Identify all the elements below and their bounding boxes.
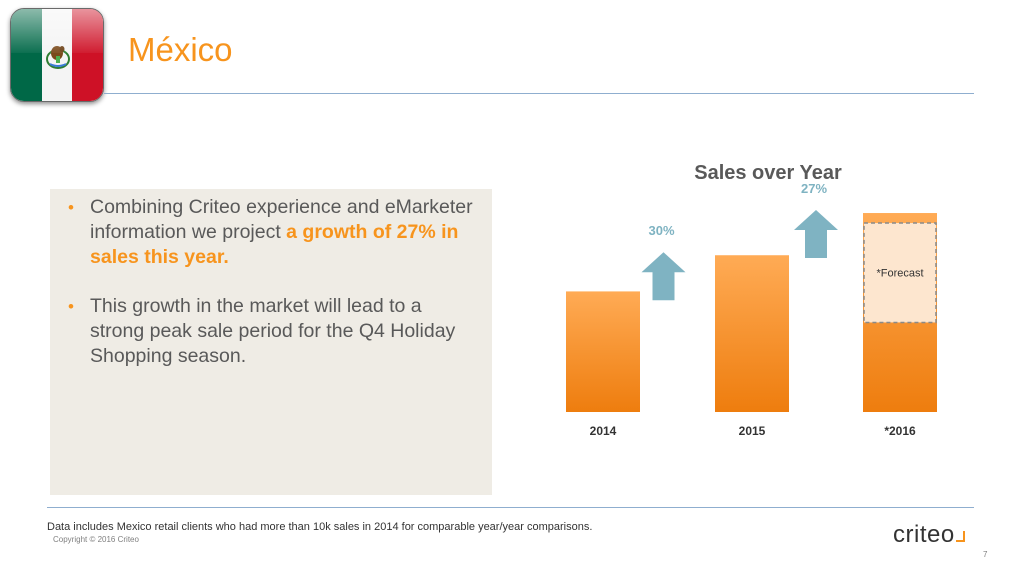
x-tick-label: 2014 [590, 424, 617, 438]
bullet-text: This growth in the market will lead to a… [90, 295, 456, 367]
growth-label: 27% [801, 181, 827, 196]
logo-text: criteo [893, 521, 955, 548]
forecast-label: *Forecast [876, 268, 923, 280]
bullet-marker: • [68, 297, 74, 316]
x-tick-label: 2015 [739, 424, 766, 438]
bullet-marker: • [68, 198, 74, 217]
bar-2014 [566, 291, 640, 412]
forecast-region [863, 222, 937, 324]
flag-gloss [11, 9, 103, 54]
bar-2015 [715, 255, 789, 412]
bullet-highlight: a growth of 27% in sales this year. [90, 221, 459, 268]
criteo-logo: criteo [893, 522, 965, 548]
growth-arrow-icon [794, 210, 838, 259]
bullet-list: • Combining Criteo experience and eMarke… [68, 195, 478, 393]
page-number: 7 [983, 550, 988, 559]
summary-panel: • Combining Criteo experience and eMarke… [50, 189, 492, 495]
bullet-item: • Combining Criteo experience and eMarke… [68, 195, 478, 270]
x-tick-label: *2016 [884, 424, 916, 438]
page-title: México [128, 31, 233, 68]
bullet-item: • This growth in the market will lead to… [68, 294, 478, 369]
sales-chart: Sales over Year 2014 2015 *2016 *Forecast 30… [566, 162, 937, 438]
growth-label: 30% [648, 223, 674, 238]
footer-divider [47, 507, 974, 508]
bullet-text: Combining Criteo experience and eMarkete… [90, 196, 473, 243]
copyright: Copyright © 2016 Criteo [53, 535, 139, 544]
chart-title: Sales over Year [694, 162, 842, 184]
growth-arrow-icon [641, 252, 686, 301]
mexico-flag-icon [10, 8, 104, 102]
header-divider [104, 93, 974, 94]
logo-mark-icon [955, 531, 965, 542]
footnote: Data includes Mexico retail clients who … [47, 521, 593, 533]
